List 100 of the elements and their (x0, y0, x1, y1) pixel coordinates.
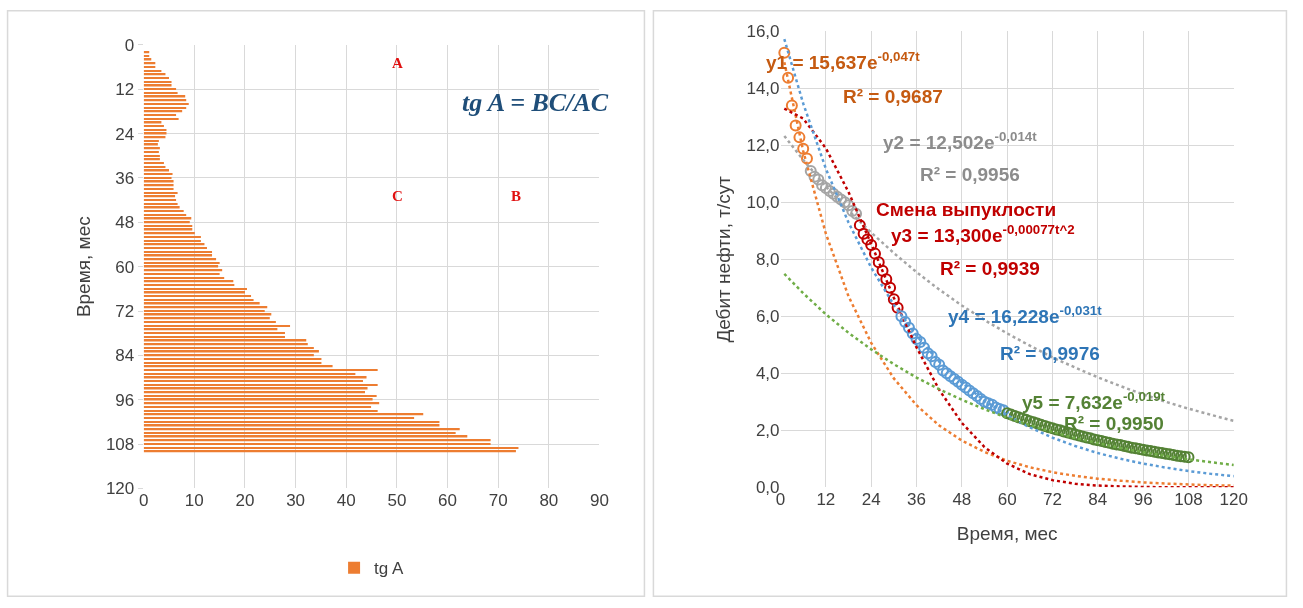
y-tick-label: 84 (115, 346, 135, 366)
bar (143, 117, 179, 120)
point (887, 293, 900, 306)
bar (143, 312, 272, 316)
point (1163, 448, 1176, 461)
x-tick-label: 12 (816, 490, 836, 510)
point (850, 207, 863, 220)
point (940, 367, 953, 380)
annotation: y5 = 7,632e$^{-0,019t}$ (1022, 389, 1166, 413)
point (1148, 445, 1161, 458)
bar (143, 161, 164, 165)
point (891, 301, 904, 314)
x-tick-label: 30 (286, 491, 306, 511)
bar (143, 54, 150, 57)
point (1008, 410, 1021, 423)
point (921, 347, 934, 360)
y-tick-label: 60 (115, 257, 135, 277)
bar (143, 69, 162, 72)
point (978, 395, 991, 408)
point (1133, 443, 1146, 456)
bar (143, 235, 201, 238)
point (857, 227, 870, 240)
point (804, 165, 817, 177)
point (963, 384, 976, 397)
y-tick-label: 14,0 (746, 79, 780, 99)
y-tick-label: 2,0 (755, 421, 780, 441)
y-tick-label: 72 (115, 301, 135, 321)
bar (143, 294, 252, 298)
bar (143, 383, 378, 386)
annotation: R² = 0,9687 (843, 86, 943, 107)
x-tick-label: 120 (1219, 490, 1248, 510)
bar (143, 272, 220, 275)
bar (143, 113, 177, 116)
bar (143, 227, 193, 231)
annotation: B (511, 188, 522, 204)
annotation: Смена выпуклости (876, 199, 1057, 220)
point (827, 187, 840, 200)
annotation: y4 = 16,228e$^{-0,031t}$ (948, 303, 1103, 327)
bar (143, 128, 167, 131)
point (812, 173, 825, 186)
bar (143, 172, 173, 176)
y-tick-label: 16,0 (746, 22, 780, 42)
bar (143, 176, 172, 179)
bar (143, 379, 363, 383)
x-axis-title: Время, мес (956, 523, 1058, 545)
x-tick-label: 60 (997, 490, 1017, 510)
bar (143, 287, 247, 290)
point (918, 341, 931, 354)
point (842, 199, 855, 212)
point (872, 256, 885, 269)
bar (143, 446, 519, 449)
point (1016, 412, 1029, 425)
bar (143, 331, 285, 335)
y-axis-title: Дебит нефти, т/сут (713, 175, 735, 343)
bar (143, 124, 164, 128)
x-tick-label: 80 (539, 491, 559, 511)
annotation: A (392, 55, 403, 71)
bar (143, 283, 235, 286)
bar (143, 142, 158, 146)
y-tick-label: 108 (105, 435, 135, 455)
x-tick-label: 108 (1174, 490, 1203, 510)
annotation: R² = 0,9939 (940, 258, 1040, 279)
x-tick-label: 84 (1088, 490, 1108, 510)
point (1178, 450, 1191, 463)
point (1076, 430, 1089, 443)
annotation: tg A = BC/AC (462, 88, 609, 117)
point (1114, 439, 1127, 452)
point (902, 321, 915, 334)
x-tick-label: 48 (952, 490, 972, 510)
point (800, 152, 813, 165)
point (910, 333, 923, 346)
bar (143, 198, 177, 201)
point (993, 402, 1006, 415)
bar (143, 246, 207, 250)
point (959, 381, 972, 394)
y-tick-label: 12,0 (746, 136, 780, 156)
bar (143, 357, 322, 360)
legend-label: tg A (374, 559, 405, 579)
point (793, 131, 806, 144)
bar (143, 179, 174, 183)
point (865, 239, 878, 252)
point (782, 71, 795, 84)
bar (143, 427, 460, 431)
annotation: R² = 0,9956 (920, 164, 1020, 185)
x-tick-label: 50 (387, 491, 407, 511)
point (925, 350, 938, 363)
point (1084, 432, 1097, 445)
bar (143, 257, 217, 261)
y-tick-label: 10,0 (746, 193, 780, 213)
bar (143, 87, 177, 91)
point (808, 170, 821, 183)
bar (143, 264, 219, 268)
bar (143, 102, 189, 105)
bar (143, 209, 184, 213)
y-tick-label: 96 (115, 390, 135, 410)
bar (143, 324, 291, 327)
bar (143, 65, 156, 68)
x-tick-label: 90 (590, 491, 609, 511)
y-tick-label: 36 (115, 168, 135, 188)
x-tick-label: 96 (1133, 490, 1153, 510)
